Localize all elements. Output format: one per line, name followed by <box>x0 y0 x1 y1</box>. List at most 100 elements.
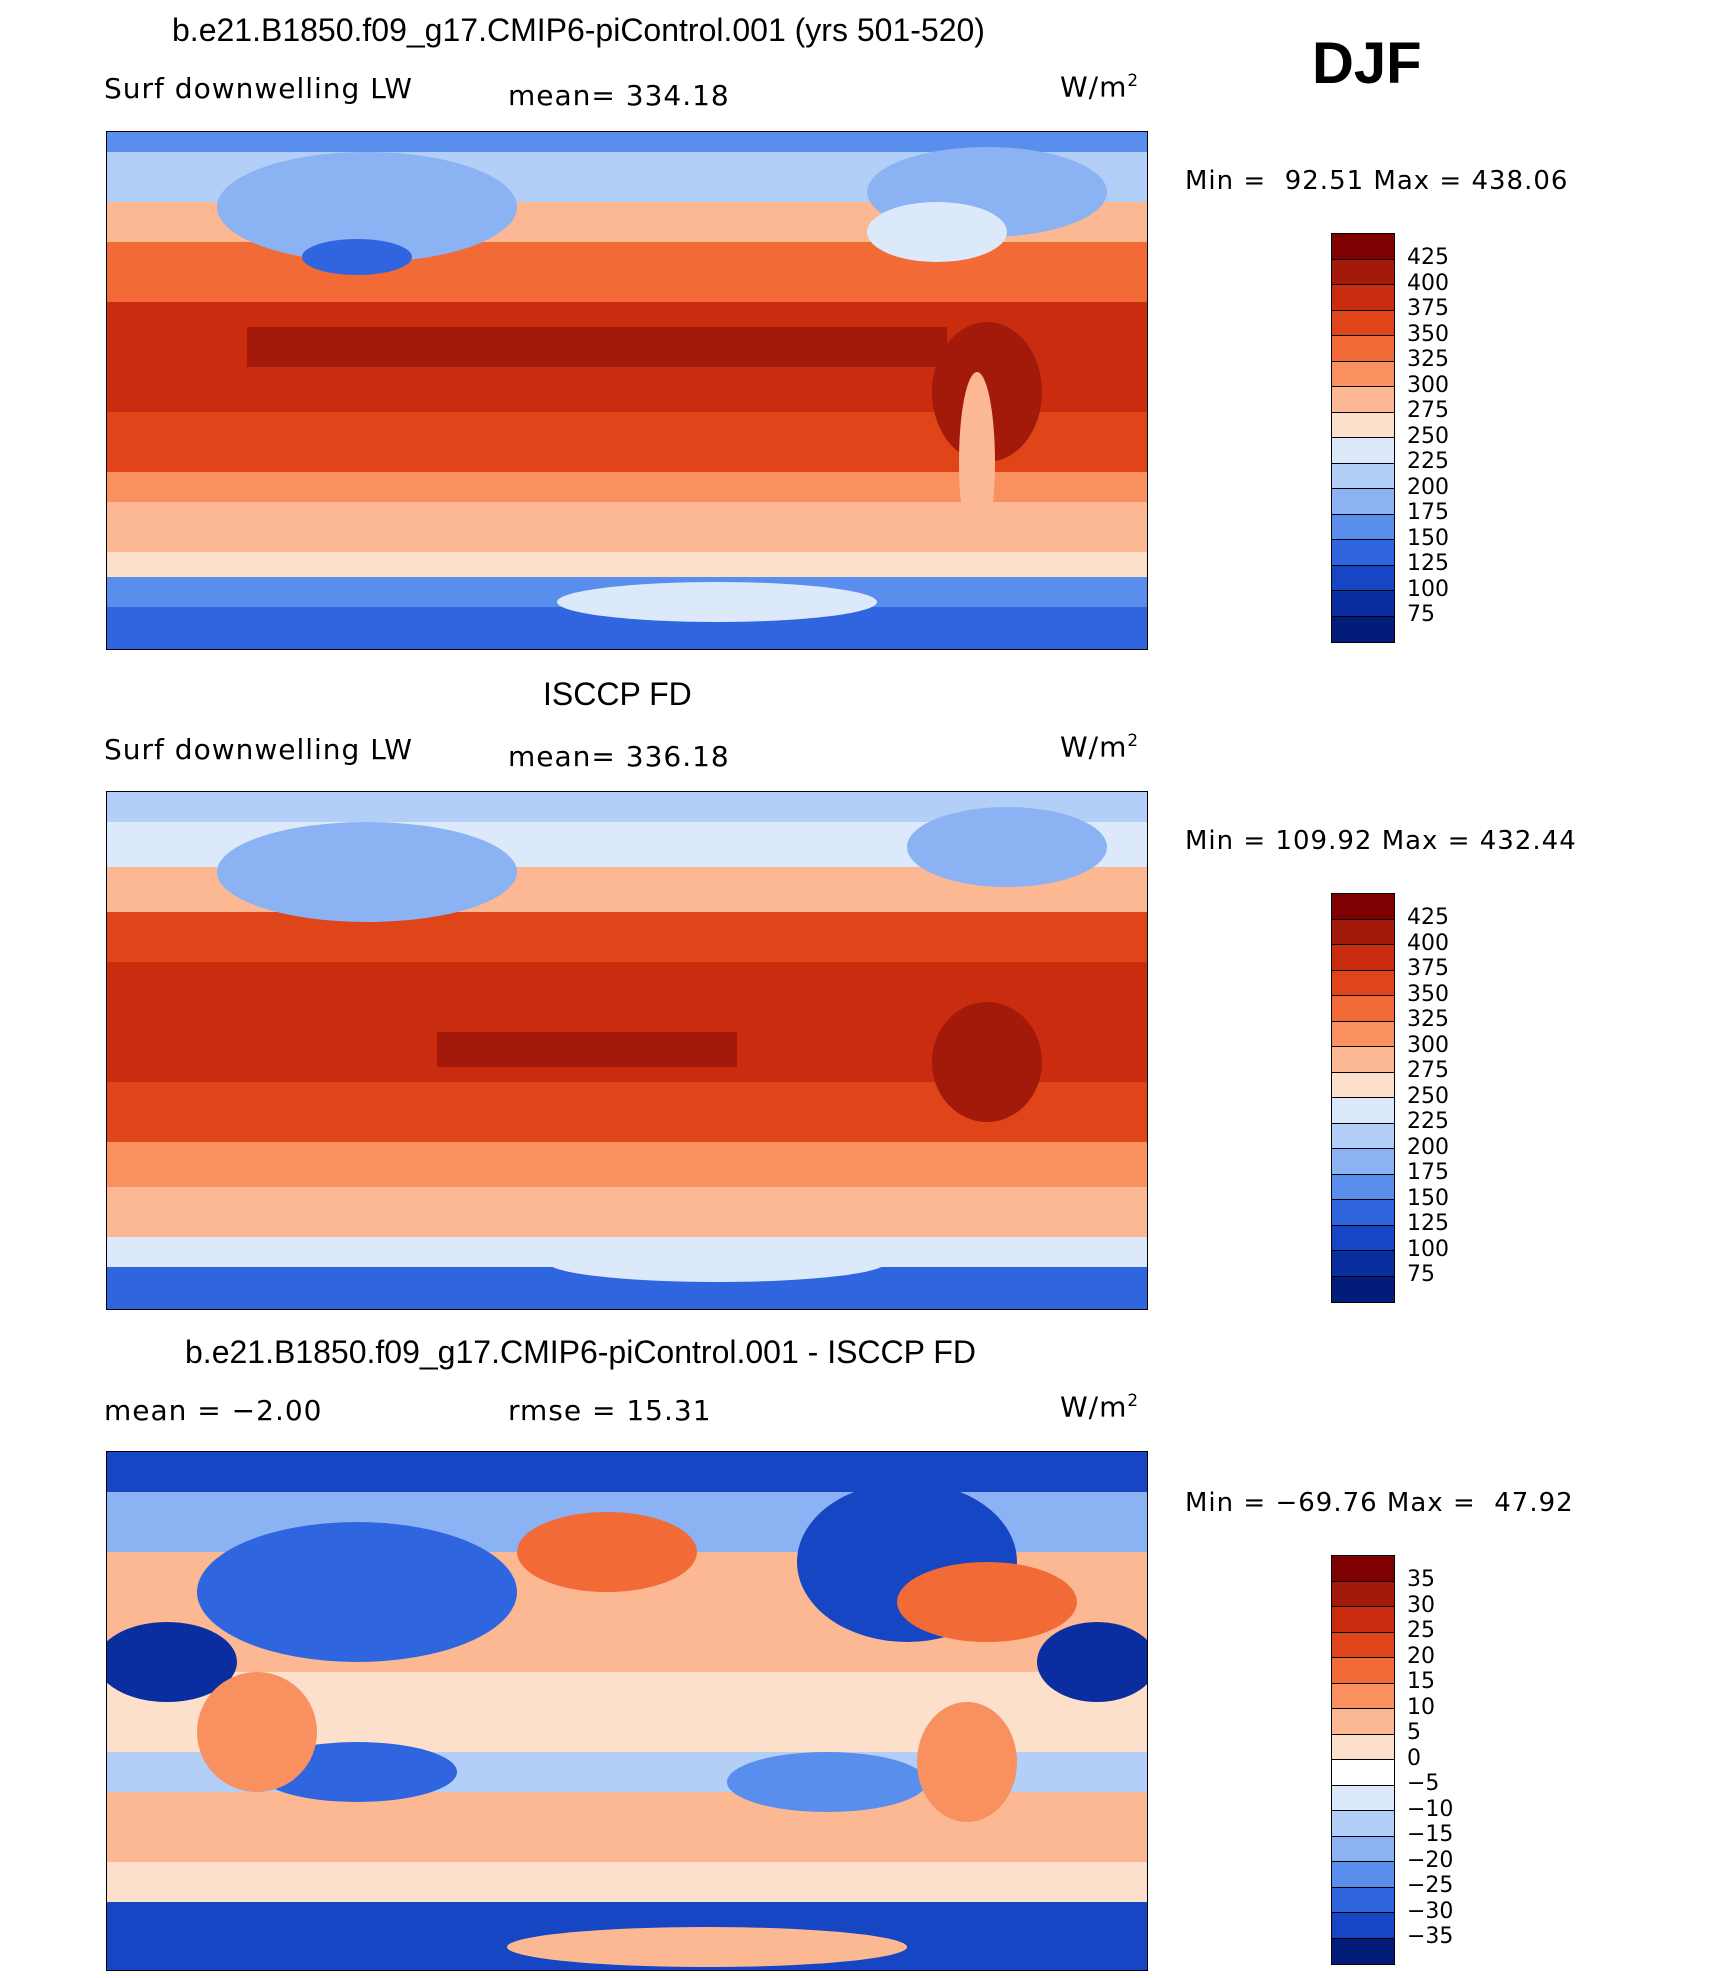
panel2-minmax: Min = 109.92 Max = 432.44 <box>1185 826 1577 856</box>
colorbar-tick-label: 150 <box>1407 1185 1449 1211</box>
colorbar-tick-label: 75 <box>1407 602 1435 627</box>
colorbar-tick-label: 175 <box>1407 500 1449 525</box>
colorbar-tick-label: 275 <box>1407 398 1449 423</box>
colorbar-tick-label: 15 <box>1407 1669 1435 1694</box>
panel2-mean-label: mean= 336.18 <box>508 740 730 773</box>
colorbar-swatch <box>1332 285 1394 311</box>
panel1-map-field <box>107 132 1147 649</box>
panel2-colorbar-labels: 425 400 375 350 325 300 275 250 225 200 175 150 125 1… <box>1407 905 1449 1288</box>
panel3-mean-label: mean = −2.00 <box>104 1394 323 1427</box>
colorbar-swatch <box>1332 996 1394 1022</box>
colorbar-tick-label: 350 <box>1407 981 1449 1007</box>
colorbar-swatch <box>1332 412 1394 438</box>
colorbar-swatch <box>1332 438 1394 464</box>
colorbar-tick-label: 175 <box>1407 1160 1449 1185</box>
panel3-colorbar-labels: 35 30 25 20 15 10 5 0 −5 −10 −15 −20 −25 −30 −35 <box>1407 1567 1453 1950</box>
colorbar-swatch <box>1332 1632 1394 1658</box>
colorbar-swatch <box>1332 1123 1394 1149</box>
colorbar-tick-label: 20 <box>1407 1643 1435 1669</box>
colorbar-swatch <box>1332 616 1394 642</box>
colorbar-swatch <box>1332 1276 1394 1302</box>
colorbar-swatch <box>1332 1811 1394 1837</box>
colorbar-swatch <box>1332 361 1394 387</box>
colorbar-swatch <box>1332 1887 1394 1913</box>
colorbar-swatch <box>1332 1913 1394 1939</box>
colorbar-tick-label: 325 <box>1407 347 1449 372</box>
colorbar-swatch <box>1332 1683 1394 1709</box>
panel1-variable-label: Surf downwelling LW <box>104 72 413 105</box>
colorbar-swatch <box>1332 387 1394 413</box>
panel2-title: ISCCP FD <box>543 676 692 712</box>
panel3-minmax: Min = −69.76 Max = 47.92 <box>1185 1488 1574 1518</box>
colorbar-swatch <box>1332 514 1394 540</box>
colorbar-swatch <box>1332 1734 1394 1760</box>
colorbar-tick-label: 25 <box>1407 1618 1435 1643</box>
panel1-title: b.e21.B1850.f09_g17.CMIP6-piControl.001 … <box>172 12 985 48</box>
colorbar-swatch <box>1332 1556 1394 1582</box>
colorbar-tick-label: 425 <box>1407 245 1449 270</box>
colorbar-swatch <box>1332 1200 1394 1226</box>
colorbar-tick-label: −35 <box>1407 1924 1454 1949</box>
panel1-mean-label: mean= 334.18 <box>508 79 730 112</box>
colorbar-tick-label: 275 <box>1407 1058 1449 1083</box>
colorbar-tick-label: −30 <box>1407 1898 1454 1924</box>
season-label: DJF <box>1312 31 1422 96</box>
colorbar-swatch <box>1332 1225 1394 1251</box>
colorbar-swatch <box>1332 1072 1394 1098</box>
panel3-units: W/m2 <box>1060 1390 1140 1424</box>
colorbar-swatch <box>1332 336 1394 362</box>
colorbar-swatch <box>1332 1098 1394 1124</box>
colorbar-swatch <box>1332 1836 1394 1862</box>
colorbar-swatch <box>1332 489 1394 515</box>
colorbar-tick-label: 75 <box>1407 1262 1435 1287</box>
panel3-map-field <box>107 1452 1147 1970</box>
colorbar-swatch <box>1332 1174 1394 1200</box>
colorbar-swatch <box>1332 894 1394 920</box>
colorbar-tick-label: −10 <box>1407 1796 1454 1822</box>
colorbar-swatch <box>1332 259 1394 285</box>
colorbar-tick-label: 300 <box>1407 372 1449 398</box>
colorbar-tick-label: 250 <box>1407 423 1449 449</box>
colorbar-swatch <box>1332 970 1394 996</box>
colorbar-swatch <box>1332 919 1394 945</box>
colorbar-tick-label: 150 <box>1407 525 1449 551</box>
colorbar-tick-label: 225 <box>1407 1109 1449 1134</box>
colorbar-tick-label: 400 <box>1407 270 1449 296</box>
colorbar-swatch <box>1332 1607 1394 1633</box>
colorbar-tick-label: 5 <box>1407 1720 1421 1745</box>
panel2-map <box>106 791 1148 1310</box>
panel2-map-field <box>107 792 1147 1309</box>
colorbar-swatch <box>1332 540 1394 566</box>
colorbar-tick-label: 35 <box>1407 1567 1435 1592</box>
panel1-colorbar-labels: 425 400 375 350 325 300 275 250 225 200 175 150 125 1… <box>1407 245 1449 628</box>
panel2-units: W/m2 <box>1060 730 1140 764</box>
panel2-variable-label: Surf downwelling LW <box>104 733 413 766</box>
colorbar-swatch <box>1332 1021 1394 1047</box>
colorbar-swatch <box>1332 1862 1394 1888</box>
colorbar-tick-label: −25 <box>1407 1873 1454 1898</box>
colorbar-tick-label: −20 <box>1407 1847 1454 1873</box>
colorbar-swatch <box>1332 234 1394 260</box>
colorbar-swatch <box>1332 1785 1394 1811</box>
colorbar-tick-label: 250 <box>1407 1083 1449 1109</box>
colorbar-tick-label: 375 <box>1407 296 1449 321</box>
panel2-colorbar <box>1331 893 1395 1303</box>
colorbar-swatch <box>1332 1658 1394 1684</box>
colorbar-tick-label: −5 <box>1407 1771 1440 1796</box>
colorbar-tick-label: 200 <box>1407 1134 1449 1160</box>
colorbar-swatch <box>1332 1581 1394 1607</box>
colorbar-tick-label: 225 <box>1407 449 1449 474</box>
colorbar-swatch <box>1332 1047 1394 1073</box>
colorbar-tick-label: 300 <box>1407 1032 1449 1058</box>
colorbar-tick-label: 400 <box>1407 930 1449 956</box>
colorbar-tick-label: 100 <box>1407 576 1449 602</box>
colorbar-tick-label: 375 <box>1407 956 1449 981</box>
colorbar-tick-label: 100 <box>1407 1236 1449 1262</box>
colorbar-tick-label: 350 <box>1407 321 1449 347</box>
panel1-units: W/m2 <box>1060 70 1140 104</box>
colorbar-tick-label: 125 <box>1407 1211 1449 1236</box>
colorbar-tick-label: 325 <box>1407 1007 1449 1032</box>
colorbar-swatch <box>1332 1251 1394 1277</box>
colorbar-swatch <box>1332 1760 1394 1786</box>
colorbar-tick-label: 30 <box>1407 1592 1435 1618</box>
